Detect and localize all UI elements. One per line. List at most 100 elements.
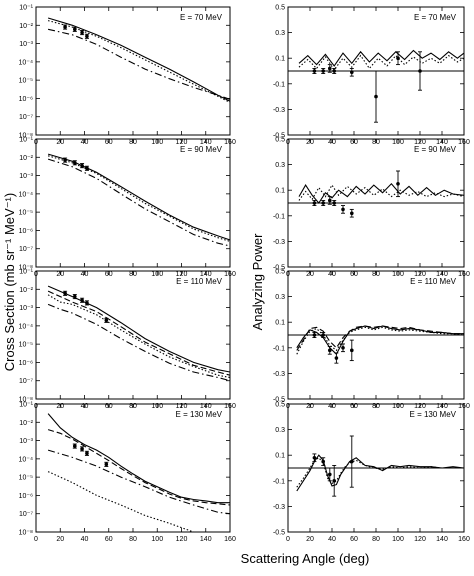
data-point-1-7 (418, 69, 422, 73)
data-point-5-5 (350, 348, 354, 353)
data-point-2-2 (80, 163, 84, 168)
energy-label-2: E = 90 MeV (180, 145, 223, 154)
data-point-2-1 (73, 160, 77, 165)
y-tick-label-6-3: 10⁻⁴ (19, 456, 34, 463)
data-point-6-2 (85, 451, 89, 456)
series-line-3-0 (298, 182, 464, 204)
y-tick-label-0-3: 10⁻⁴ (19, 59, 34, 66)
y-tick-label-1-5: -0.5 (273, 133, 285, 140)
x-tick-label-6-3: 60 (105, 536, 113, 543)
y-tick-label-0-7: 10⁻⁸ (19, 133, 33, 140)
x-tick-label-7-8: 160 (458, 536, 470, 543)
y-tick-label-4-1: 10⁻² (19, 287, 33, 294)
y-tick-label-4-7: 10⁻⁸ (19, 397, 33, 404)
y-tick-label-2-5: 10⁻⁶ (19, 228, 33, 235)
data-point-4-0 (63, 291, 67, 296)
x-tick-label-7-2: 40 (328, 536, 336, 543)
series-line-7-0 (296, 454, 464, 492)
y-tick-label-6-4: 10⁻⁵ (19, 475, 33, 482)
data-point-1-3 (332, 69, 337, 73)
y-tick-label-5-1: 0.3 (275, 294, 285, 301)
y-tick-label-1-4: -0.3 (273, 107, 285, 114)
y-tick-label-6-1: 10⁻² (19, 420, 33, 427)
data-point-5-4 (341, 346, 345, 350)
series-line-4-1 (47, 294, 230, 379)
x-tick-label-6-7: 140 (200, 536, 212, 543)
data-point-0-0 (63, 25, 67, 29)
y-tick-label-0-4: 10⁻⁵ (19, 78, 33, 85)
x-axis-label: Scattering Angle (deg) (241, 551, 370, 566)
data-point-1-1 (321, 69, 326, 73)
x-tick-label-7-3: 60 (350, 536, 358, 543)
series-line-0-1 (47, 20, 230, 103)
energy-label-7: E = 130 MeV (410, 410, 457, 419)
x-tick-label-6-4: 80 (129, 536, 137, 543)
series-line-0-0 (47, 17, 230, 102)
y-tick-label-2-2: 10⁻³ (19, 173, 33, 180)
data-point-3-4 (341, 207, 345, 212)
series-line-2-0 (47, 153, 230, 241)
y-tick-label-0-5: 10⁻⁶ (19, 96, 33, 103)
data-point-1-4 (350, 70, 354, 75)
y-tick-label-7-5: -0.5 (273, 530, 285, 537)
y-tick-label-4-3: 10⁻⁴ (19, 323, 34, 330)
y-tick-label-4-4: 10⁻⁵ (19, 342, 33, 349)
y-tick-label-3-1: 0.3 (275, 162, 285, 169)
y-tick-label-2-7: 10⁻⁸ (19, 265, 33, 272)
series-line-2-2 (47, 158, 230, 247)
data-point-1-0 (312, 69, 317, 73)
data-point-3-1 (321, 201, 326, 205)
y-tick-label-0-1: 10⁻² (19, 23, 33, 30)
series-line-6-0 (47, 413, 230, 504)
x-tick-label-6-5: 100 (151, 536, 163, 543)
y-tick-label-1-1: 0.3 (275, 30, 285, 37)
y-tick-label-6-6: 10⁻⁷ (19, 511, 33, 518)
data-point-3-0 (312, 201, 317, 205)
y-tick-label-2-4: 10⁻⁵ (19, 210, 33, 217)
y-tick-label-5-4: -0.3 (273, 371, 285, 378)
y-tick-label-0-0: 10⁻¹ (19, 5, 33, 12)
x-tick-label-7-0: 0 (286, 536, 290, 543)
data-point-2-0 (63, 158, 67, 162)
y-tick-label-0-6: 10⁻⁷ (19, 114, 33, 121)
y-tick-label-5-0: 0.5 (275, 269, 285, 276)
data-point-1-2 (328, 66, 332, 71)
energy-label-1: E = 70 MeV (414, 13, 457, 22)
panel-frame-6 (35, 403, 231, 533)
x-tick-label-7-1: 20 (306, 536, 314, 543)
data-point-3-3 (332, 201, 337, 205)
y-tick-label-5-5: -0.5 (273, 397, 285, 404)
data-point-2-3 (85, 166, 89, 171)
x-tick-label-6-8: 160 (224, 536, 236, 543)
y-tick-label-2-0: 10⁻¹ (19, 137, 33, 144)
data-point-4-3 (85, 301, 89, 305)
data-point-3-2 (328, 198, 332, 203)
x-tick-label-6-6: 120 (176, 536, 188, 543)
data-point-5-2 (328, 348, 332, 353)
x-tick-label-7-6: 120 (414, 536, 426, 543)
energy-label-3: E = 90 MeV (414, 145, 457, 154)
energy-label-0: E = 70 MeV (180, 13, 223, 22)
series-line-5-2 (296, 325, 464, 351)
data-point-4-2 (80, 298, 84, 303)
data-point-0-2 (80, 30, 84, 35)
series-line-5-1 (296, 326, 464, 355)
series-line-0-2 (47, 28, 230, 100)
series-line-4-3 (47, 303, 230, 382)
y-tick-label-5-3: -0.1 (273, 345, 285, 352)
x-tick-label-7-5: 100 (392, 536, 404, 543)
data-point-1-5 (374, 94, 378, 99)
y-tick-label-2-3: 10⁻⁴ (19, 191, 34, 198)
data-point-3-6 (396, 182, 400, 186)
right-y-axis-label: Analyzing Power (250, 233, 265, 330)
data-point-7-3 (332, 479, 337, 483)
y-tick-label-7-0: 0.5 (275, 402, 285, 409)
series-line-4-2 (47, 290, 230, 376)
x-tick-label-6-2: 40 (81, 536, 89, 543)
series-line-6-1 (47, 429, 230, 506)
data-point-6-0 (73, 444, 77, 448)
y-tick-label-7-1: 0.3 (275, 427, 285, 434)
data-point-3-5 (350, 211, 354, 216)
data-point-5-3 (334, 356, 339, 360)
x-tick-label-6-0: 0 (34, 536, 38, 543)
